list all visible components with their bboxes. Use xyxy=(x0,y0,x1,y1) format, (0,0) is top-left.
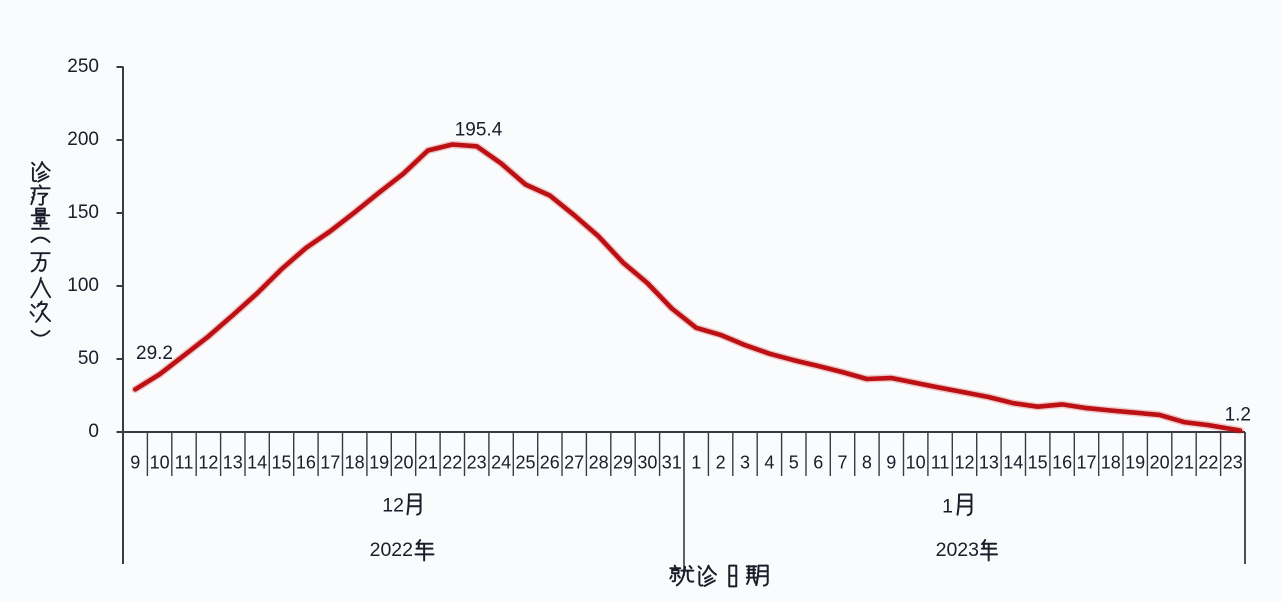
svg-text:1.2: 1.2 xyxy=(1225,405,1251,426)
svg-text:12: 12 xyxy=(382,495,404,517)
svg-text:15: 15 xyxy=(1028,453,1048,473)
svg-text:19: 19 xyxy=(1125,453,1145,473)
svg-text:11: 11 xyxy=(931,453,950,473)
svg-text:13: 13 xyxy=(979,453,999,473)
svg-text:20: 20 xyxy=(393,453,413,473)
svg-text:20: 20 xyxy=(1150,453,1170,473)
svg-text:15: 15 xyxy=(271,453,291,473)
svg-text:2: 2 xyxy=(716,453,726,473)
svg-text:18: 18 xyxy=(345,453,365,473)
svg-text:3: 3 xyxy=(740,453,750,473)
svg-text:150: 150 xyxy=(67,202,99,223)
svg-text:9: 9 xyxy=(886,453,896,473)
svg-text:195.4: 195.4 xyxy=(455,120,503,141)
svg-text:12: 12 xyxy=(198,453,218,473)
svg-text:21: 21 xyxy=(1174,453,1194,473)
svg-text:27: 27 xyxy=(564,453,584,473)
svg-text:1: 1 xyxy=(691,453,701,473)
svg-text:7: 7 xyxy=(837,453,847,473)
svg-text:12: 12 xyxy=(954,453,974,473)
svg-text:23: 23 xyxy=(467,453,487,473)
svg-text:22: 22 xyxy=(1198,453,1218,473)
svg-text:2023: 2023 xyxy=(936,539,979,561)
svg-text:30: 30 xyxy=(637,453,657,473)
svg-text:25: 25 xyxy=(515,453,535,473)
svg-text:200: 200 xyxy=(67,129,99,150)
svg-text:13: 13 xyxy=(223,453,243,473)
svg-text:250: 250 xyxy=(67,56,99,77)
svg-text:18: 18 xyxy=(1101,453,1121,473)
svg-text:14: 14 xyxy=(1003,453,1023,473)
svg-text:9: 9 xyxy=(130,453,140,473)
svg-text:14: 14 xyxy=(247,453,267,473)
svg-text:2022: 2022 xyxy=(370,539,413,561)
svg-text:8: 8 xyxy=(862,453,872,473)
svg-text:16: 16 xyxy=(1052,453,1072,473)
svg-text:10: 10 xyxy=(906,453,926,473)
svg-text:26: 26 xyxy=(540,453,560,473)
svg-text:4: 4 xyxy=(764,453,774,473)
svg-text:21: 21 xyxy=(418,453,438,473)
svg-text:100: 100 xyxy=(67,275,99,296)
svg-text:11: 11 xyxy=(175,453,194,473)
svg-text:22: 22 xyxy=(442,453,462,473)
svg-text:50: 50 xyxy=(78,348,99,369)
svg-text:19: 19 xyxy=(369,453,389,473)
svg-text:24: 24 xyxy=(491,453,511,473)
svg-text:23: 23 xyxy=(1223,453,1243,473)
svg-text:10: 10 xyxy=(150,453,170,473)
svg-text:17: 17 xyxy=(1076,453,1096,473)
svg-text:29.2: 29.2 xyxy=(136,343,173,364)
svg-text:6: 6 xyxy=(813,453,823,473)
svg-text:5: 5 xyxy=(789,453,799,473)
svg-text:0: 0 xyxy=(88,421,99,442)
svg-text:1: 1 xyxy=(942,496,953,518)
svg-text:28: 28 xyxy=(589,453,609,473)
svg-text:31: 31 xyxy=(662,453,682,473)
svg-text:16: 16 xyxy=(296,453,316,473)
svg-text:17: 17 xyxy=(320,453,340,473)
svg-text:29: 29 xyxy=(613,453,633,473)
